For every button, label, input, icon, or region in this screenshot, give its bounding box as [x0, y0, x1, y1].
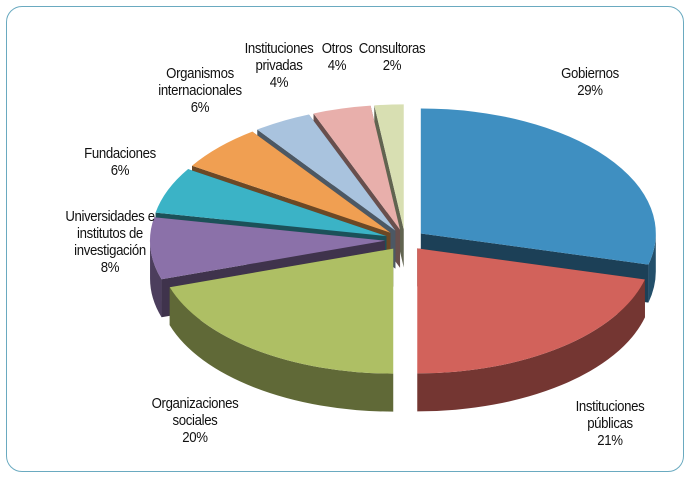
- category-label: Organizaciones sociales: [151, 395, 239, 429]
- category-label: Gobiernos: [561, 65, 619, 82]
- slice-label: Instituciones públicas 21%: [568, 398, 652, 449]
- value-label: 21%: [597, 432, 623, 449]
- slice-side: [169, 287, 394, 412]
- value-label: 20%: [182, 429, 208, 446]
- slice-label: Organizaciones sociales 20%: [147, 395, 244, 446]
- slice: [313, 105, 401, 230]
- category-label: Fundaciones: [84, 145, 156, 162]
- value-label: 4%: [327, 57, 347, 74]
- slice-label: Fundaciones 6%: [76, 145, 164, 179]
- slice: [374, 104, 404, 230]
- category-label: Organismos internacionales: [158, 65, 242, 99]
- slice: [169, 248, 394, 374]
- value-label: 29%: [577, 82, 603, 99]
- value-label: 2%: [382, 57, 402, 74]
- slice: [420, 108, 656, 265]
- category-label: Consultoras: [358, 40, 426, 57]
- category-label: Otros: [321, 40, 353, 57]
- value-label: 6%: [190, 99, 210, 116]
- category-label: Universidades e institutos de investigac…: [65, 208, 155, 259]
- slice-label: Organismos internacionales 6%: [156, 65, 244, 116]
- slice: [257, 114, 396, 231]
- slice: [155, 169, 387, 237]
- slice-side: [648, 233, 656, 303]
- slice-label: Gobiernos 29%: [546, 65, 634, 99]
- value-label: 4%: [269, 74, 289, 91]
- value-label: 6%: [110, 162, 130, 179]
- slice-label: Consultoras 2%: [357, 40, 427, 74]
- category-label: Instituciones públicas: [575, 398, 645, 432]
- slice-side: [417, 279, 645, 412]
- slice-label: Instituciones privadas 4%: [244, 40, 314, 91]
- slice: [192, 131, 391, 233]
- category-label: Instituciones privadas: [244, 40, 314, 74]
- slice-label: Otros 4%: [319, 40, 354, 74]
- slice: [150, 217, 386, 280]
- slice: [417, 248, 645, 374]
- frame: [6, 6, 684, 472]
- value-label: 8%: [100, 259, 120, 276]
- slice-label: Universidades e institutos de investigac…: [64, 208, 156, 276]
- slice-side: [150, 240, 162, 318]
